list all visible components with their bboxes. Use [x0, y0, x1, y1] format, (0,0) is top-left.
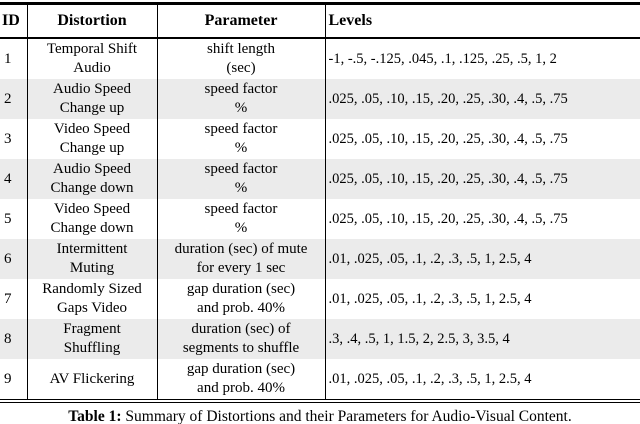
cell-id: 2: [0, 79, 28, 119]
cell-distortion: Video Speed Change down: [27, 199, 158, 239]
table-row: 6 Intermittent Muting duration (sec) of …: [0, 239, 640, 279]
cell-levels: .01, .025, .05, .1, .2, .3, .5, 1, 2.5, …: [328, 250, 532, 267]
table-row: 2 Audio Speed Change up speed factor % .…: [0, 79, 640, 119]
cell-levels: .01, .025, .05, .1, .2, .3, .5, 1, 2.5, …: [328, 290, 532, 307]
cell-distortion: AV Flickering: [27, 359, 158, 401]
cell-distortion: Intermittent Muting: [27, 239, 158, 279]
table-caption-text: Summary of Distortions and their Paramet…: [121, 408, 572, 424]
cell-levels: .3, .4, .5, 1, 1.5, 2, 2.5, 3, 3.5, 4: [328, 330, 510, 347]
cell-parameter: speed factor %: [157, 159, 326, 199]
table-row: 1 Temporal Shift Audio shift length (sec…: [0, 38, 640, 79]
cell-levels: .025, .05, .10, .15, .20, .25, .30, .4, …: [328, 210, 568, 227]
table-row: 9 AV Flickering gap duration (sec) and p…: [0, 359, 640, 401]
cell-id: 7: [0, 279, 28, 319]
table-row: 3 Video Speed Change up speed factor % .…: [0, 119, 640, 159]
table-caption-label: Table 1:: [68, 408, 122, 424]
cell-id: 4: [0, 159, 28, 199]
cell-id: 5: [0, 199, 28, 239]
cell-distortion: Audio Speed Change up: [27, 79, 158, 119]
cell-id: 3: [0, 119, 28, 159]
cell-parameter: shift length (sec): [157, 38, 326, 79]
cell-levels: .025, .05, .10, .15, .20, .25, .30, .4, …: [328, 170, 568, 187]
cell-levels: -1, -.5, -.125, .045, .1, .125, .25, .5,…: [328, 50, 557, 67]
column-header-distortion: Distortion: [27, 3, 158, 39]
table-row: 8 Fragment Shuffling duration (sec) of s…: [0, 319, 640, 359]
cell-parameter: duration (sec) of segments to shuffle: [157, 319, 326, 359]
cell-parameter: duration (sec) of mute for every 1 sec: [157, 239, 326, 279]
cell-parameter: gap duration (sec) and prob. 40%: [157, 359, 326, 401]
table-header-row: ID Distortion Parameter Levels: [0, 3, 640, 39]
cell-parameter: speed factor %: [157, 79, 326, 119]
cell-levels: .025, .05, .10, .15, .20, .25, .30, .4, …: [328, 130, 568, 147]
cell-parameter: gap duration (sec) and prob. 40%: [157, 279, 326, 319]
distortions-table: ID Distortion Parameter Levels 1 Tempora…: [0, 2, 640, 403]
cell-distortion: Fragment Shuffling: [27, 319, 158, 359]
cell-id: 6: [0, 239, 28, 279]
cell-distortion: Audio Speed Change down: [27, 159, 158, 199]
table-row: 5 Video Speed Change down speed factor %…: [0, 199, 640, 239]
cell-parameter: speed factor %: [157, 119, 326, 159]
column-header-id: ID: [0, 3, 28, 39]
table-caption: Table 1: Summary of Distortions and thei…: [0, 407, 640, 424]
column-header-parameter: Parameter: [157, 3, 326, 39]
cell-id: 8: [0, 319, 28, 359]
cell-parameter: speed factor %: [157, 199, 326, 239]
cell-id: 9: [0, 359, 28, 401]
table-row: 4 Audio Speed Change down speed factor %…: [0, 159, 640, 199]
cell-distortion: Video Speed Change up: [27, 119, 158, 159]
cell-levels: .025, .05, .10, .15, .20, .25, .30, .4, …: [328, 90, 568, 107]
column-header-levels: Levels: [325, 3, 640, 39]
cell-distortion: Temporal Shift Audio: [27, 38, 158, 79]
cell-id: 1: [0, 38, 28, 79]
cell-levels: .01, .025, .05, .1, .2, .3, .5, 1, 2.5, …: [328, 370, 532, 387]
table-row: 7 Randomly Sized Gaps Video gap duration…: [0, 279, 640, 319]
cell-distortion: Randomly Sized Gaps Video: [27, 279, 158, 319]
